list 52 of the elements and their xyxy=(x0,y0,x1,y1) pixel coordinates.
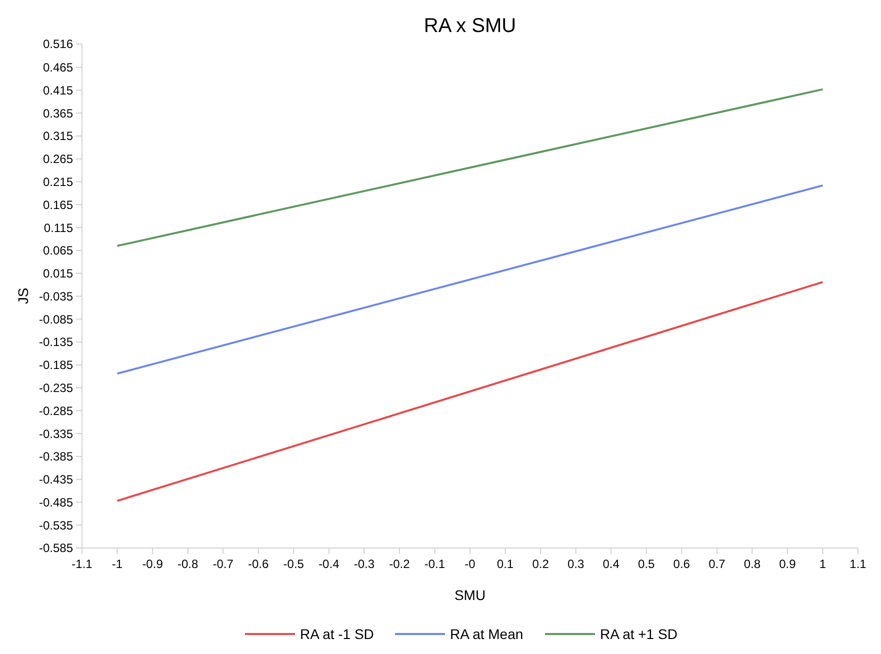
y-tick-label: 0.516 xyxy=(42,37,74,52)
x-tick-label: -0.7 xyxy=(212,557,234,571)
y-tick-label: 0.315 xyxy=(42,129,74,144)
y-tick-label: -0.185 xyxy=(38,358,74,372)
x-tick-label: -0.8 xyxy=(177,557,198,571)
legend-label: RA at +1 SD xyxy=(600,626,678,642)
x-tick-label: 1.1 xyxy=(850,557,867,571)
y-axis-title: JS xyxy=(15,288,31,304)
y-tick-label: 0.165 xyxy=(42,198,74,212)
x-axis-title: SMU xyxy=(454,587,486,603)
x-tick-label: 1 xyxy=(819,557,826,571)
y-tick-label: 0.365 xyxy=(42,106,74,120)
x-tick-label: -0.4 xyxy=(318,557,340,571)
x-tick-label: -0.2 xyxy=(389,557,410,571)
x-tick-label: 0.8 xyxy=(744,557,761,571)
y-tick-label: -0.385 xyxy=(38,450,74,464)
chart-title: RA x SMU xyxy=(424,15,516,37)
x-tick-label: 0.2 xyxy=(532,557,550,571)
x-tick-label: -0.1 xyxy=(424,557,446,571)
x-tick-label: 0.5 xyxy=(638,557,656,571)
y-tick-label: -0.435 xyxy=(38,472,74,487)
y-tick-label: -0.235 xyxy=(38,380,74,395)
x-tick-label: 0.9 xyxy=(779,557,796,571)
y-tick-label: -0.535 xyxy=(38,518,74,532)
x-tick-label: -0.9 xyxy=(142,557,164,571)
x-tick-label: 0.4 xyxy=(602,557,620,571)
y-tick-label: 0.265 xyxy=(42,152,74,166)
x-tick-label: -0.6 xyxy=(248,557,270,571)
x-tick-label: -1 xyxy=(112,557,123,571)
y-tick-label: 0.215 xyxy=(42,174,74,189)
y-tick-label: -0.085 xyxy=(38,312,74,326)
y-tick-label: 0.115 xyxy=(44,220,74,235)
y-tick-label: 0.465 xyxy=(42,60,74,75)
x-tick-label: 0.6 xyxy=(673,557,690,571)
x-tick-label: 0.1 xyxy=(496,557,514,571)
y-tick-label: -0.585 xyxy=(38,541,74,556)
y-tick-label: -0.335 xyxy=(38,426,74,441)
y-tick-label: -0.035 xyxy=(38,289,74,304)
x-tick-label: -1.1 xyxy=(72,557,93,571)
y-tick-label: -0.135 xyxy=(38,335,74,350)
x-tick-label: -0 xyxy=(464,557,476,571)
y-tick-label: -0.485 xyxy=(38,495,74,510)
legend-label: RA at -1 SD xyxy=(300,626,374,642)
y-tick-label: 0.015 xyxy=(42,266,74,281)
x-tick-label: -0.3 xyxy=(354,557,375,571)
x-tick-label: -0.5 xyxy=(283,557,304,571)
y-tick-label: -0.285 xyxy=(38,404,74,418)
y-tick-label: 0.415 xyxy=(42,83,74,98)
legend-label: RA at Mean xyxy=(450,626,524,642)
y-tick-label: 0.065 xyxy=(42,244,74,258)
x-tick-label: 0.7 xyxy=(708,557,726,571)
x-tick-label: 0.3 xyxy=(567,557,584,571)
